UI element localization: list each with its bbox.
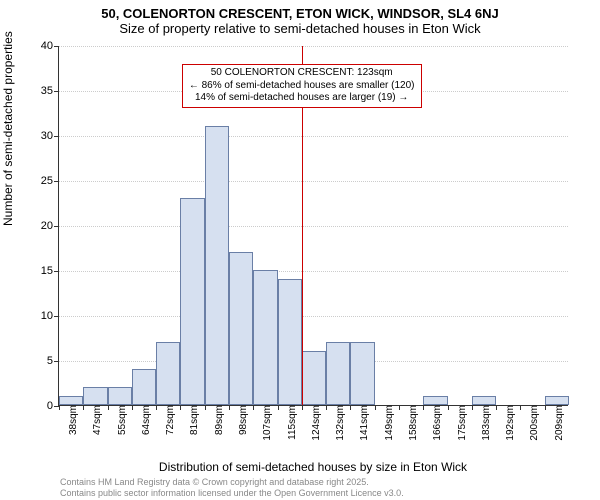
annotation-line: ← 86% of semi-detached houses are smalle… [189,80,415,93]
gridline [59,46,568,47]
x-tick-label: 141sqm [353,405,370,441]
y-tick-label: 30 [41,130,59,142]
histogram-bar [156,342,180,405]
histogram-bar [132,369,156,405]
x-tick-label: 200sqm [523,405,540,441]
histogram-bar [350,342,374,405]
histogram-bar [545,396,569,405]
x-tick-label: 192sqm [499,405,516,441]
x-axis-label: Distribution of semi-detached houses by … [58,460,568,474]
x-tick-label: 38sqm [62,405,79,435]
histogram-bar [326,342,350,405]
plot-area-container: 051015202530354038sqm47sqm55sqm64sqm72sq… [58,46,568,406]
x-tick-mark [326,405,327,410]
x-tick-mark [156,405,157,410]
x-tick-mark [59,405,60,410]
chart-title-line2: Size of property relative to semi-detach… [0,21,600,36]
x-tick-mark [205,405,206,410]
x-tick-mark [545,405,546,410]
x-tick-mark [229,405,230,410]
gridline [59,271,568,272]
y-tick-label: 10 [41,310,59,322]
y-tick-label: 20 [41,220,59,232]
x-tick-mark [278,405,279,410]
y-axis-label: Number of semi-detached properties [1,31,15,226]
x-tick-mark [180,405,181,410]
gridline [59,136,568,137]
x-tick-label: 64sqm [135,405,152,435]
histogram-bar [302,351,326,405]
histogram-bar [278,279,302,405]
x-tick-mark [108,405,109,410]
y-tick-label: 0 [47,400,59,412]
x-tick-mark [83,405,84,410]
x-tick-label: 81sqm [183,405,200,435]
gridline [59,316,568,317]
histogram-bar [472,396,496,405]
chart-title-line1: 50, COLENORTON CRESCENT, ETON WICK, WIND… [0,6,600,21]
x-tick-label: 47sqm [86,405,103,435]
x-tick-mark [302,405,303,410]
histogram-bar [253,270,277,405]
histogram-bar [180,198,204,405]
plot-area: 051015202530354038sqm47sqm55sqm64sqm72sq… [58,46,568,406]
x-tick-mark [399,405,400,410]
x-tick-mark [472,405,473,410]
x-tick-label: 175sqm [451,405,468,441]
annotation-line: 50 COLENORTON CRESCENT: 123sqm [189,67,415,80]
x-tick-label: 98sqm [232,405,249,435]
gridline [59,181,568,182]
x-tick-mark [253,405,254,410]
x-tick-label: 107sqm [256,405,273,441]
x-tick-mark [496,405,497,410]
x-tick-label: 183sqm [475,405,492,441]
gridline [59,226,568,227]
x-tick-label: 124sqm [305,405,322,441]
x-tick-label: 158sqm [402,405,419,441]
y-tick-label: 5 [47,355,59,367]
x-tick-mark [448,405,449,410]
x-tick-label: 209sqm [548,405,565,441]
y-tick-label: 15 [41,265,59,277]
histogram-bar [229,252,253,405]
x-tick-label: 166sqm [426,405,443,441]
x-tick-label: 89sqm [208,405,225,435]
credits-block: Contains HM Land Registry data © Crown c… [60,477,404,498]
x-tick-mark [132,405,133,410]
x-tick-mark [423,405,424,410]
y-tick-label: 35 [41,85,59,97]
histogram-bar [423,396,447,405]
x-tick-mark [375,405,376,410]
x-tick-label: 132sqm [329,405,346,441]
y-tick-label: 25 [41,175,59,187]
x-tick-label: 55sqm [111,405,128,435]
annotation-box: 50 COLENORTON CRESCENT: 123sqm← 86% of s… [182,64,422,108]
histogram-bar [59,396,83,405]
histogram-bar [205,126,229,405]
credits-line-2: Contains public sector information licen… [60,488,404,498]
x-tick-label: 115sqm [281,405,298,440]
credits-line-1: Contains HM Land Registry data © Crown c… [60,477,404,487]
x-tick-label: 72sqm [159,405,176,435]
y-tick-label: 40 [41,40,59,52]
chart-title-block: 50, COLENORTON CRESCENT, ETON WICK, WIND… [0,0,600,36]
annotation-line: 14% of semi-detached houses are larger (… [189,92,415,105]
x-tick-mark [350,405,351,410]
histogram-bar [108,387,132,405]
x-tick-label: 149sqm [378,405,395,441]
x-tick-mark [520,405,521,410]
histogram-bar [83,387,107,405]
